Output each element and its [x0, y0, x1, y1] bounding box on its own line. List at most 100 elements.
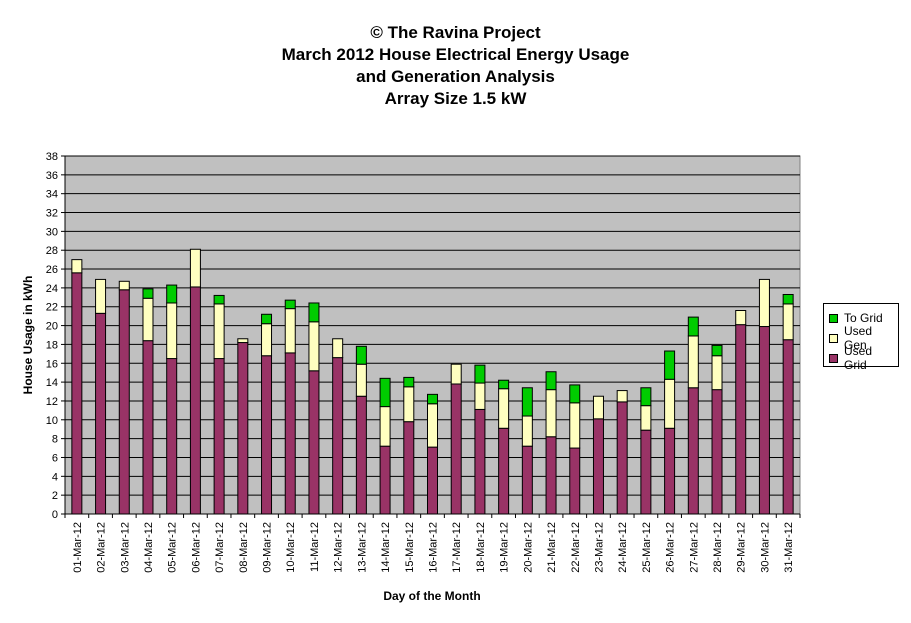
bar-used-gen: [332, 338, 344, 359]
bar-used-grid: [142, 340, 154, 515]
legend-swatch: [829, 333, 838, 343]
x-tick-label: 22-Mar-12: [570, 522, 582, 573]
x-tick-label: 23-Mar-12: [593, 522, 605, 573]
bar-used-grid: [711, 389, 723, 515]
title-line-1: © The Ravina Project: [370, 23, 541, 42]
x-tick-label: 01-Mar-12: [72, 522, 84, 573]
x-tick-label: 13-Mar-12: [356, 522, 368, 573]
x-tick-label: 16-Mar-12: [428, 522, 440, 573]
legend-label: Used Gen: [844, 324, 873, 352]
y-axis-label: House Usage in kWh: [21, 276, 35, 395]
x-tick-label: 14-Mar-12: [380, 522, 392, 573]
bar-used-gen: [640, 405, 652, 431]
bar-used-grid: [664, 427, 676, 515]
bar-used-grid: [521, 445, 533, 515]
bar-to-grid: [308, 302, 320, 323]
bar-to-grid: [569, 384, 581, 404]
y-tick-label: 10: [46, 415, 58, 427]
bar-used-grid: [95, 312, 107, 515]
bar-to-grid: [427, 393, 438, 405]
x-axis-label: Day of the Month: [383, 589, 480, 603]
y-tick-label: 16: [46, 358, 58, 370]
bar-used-gen: [545, 389, 557, 438]
x-tick-label: 08-Mar-12: [238, 522, 250, 573]
bar-to-grid: [403, 376, 415, 388]
bar-used-gen: [237, 338, 249, 344]
bar-used-grid: [308, 370, 320, 515]
bar-used-grid: [498, 427, 510, 515]
bar-to-grid: [166, 284, 178, 304]
x-tick-label: 11-Mar-12: [309, 522, 321, 572]
bar-used-gen: [498, 388, 510, 429]
bar-to-grid: [545, 371, 557, 391]
bar-used-grid: [735, 324, 747, 515]
chart-title: © The Ravina Project March 2012 House El…: [0, 22, 911, 110]
bar-used-grid: [687, 387, 699, 515]
bar-used-gen: [261, 323, 273, 357]
x-tick-label: 09-Mar-12: [262, 522, 274, 573]
bar-used-grid: [213, 358, 225, 515]
bar-used-grid: [237, 342, 249, 515]
bar-used-gen: [95, 278, 107, 314]
y-tick-label: 8: [52, 434, 58, 446]
bar-used-grid: [592, 418, 604, 515]
y-tick-label: 26: [46, 264, 58, 276]
bar-used-gen: [71, 259, 83, 274]
legend-item: To Grid: [824, 308, 898, 328]
bar-used-grid: [450, 383, 462, 515]
bar-to-grid: [498, 379, 510, 390]
x-tick-label: 15-Mar-12: [404, 522, 416, 573]
legend: To Grid Used Gen Used Grid: [823, 303, 899, 372]
legend-label: To Grid: [844, 311, 883, 325]
x-tick-label: 30-Mar-12: [759, 522, 771, 573]
bar-to-grid: [711, 344, 723, 357]
bar-used-gen: [355, 363, 367, 397]
y-tick-label: 2: [52, 490, 58, 502]
bar-used-grid: [379, 445, 391, 515]
y-tick-label: 24: [46, 283, 58, 295]
title-line-3: and Generation Analysis: [356, 67, 555, 86]
y-tick-label: 30: [46, 226, 58, 238]
bar-used-grid: [616, 401, 628, 515]
y-tick-label: 0: [52, 509, 58, 521]
bar-used-gen: [735, 310, 747, 326]
y-tick-label: 34: [46, 189, 58, 201]
bar-used-gen: [592, 395, 604, 420]
x-tick-label: 19-Mar-12: [499, 522, 511, 573]
y-tick-label: 38: [46, 151, 58, 163]
bar-used-gen: [403, 386, 415, 423]
bar-to-grid: [474, 364, 486, 384]
x-tick-label: 29-Mar-12: [736, 522, 748, 573]
bar-used-grid: [782, 339, 794, 515]
title-line-4: Array Size 1.5 kW: [384, 89, 527, 108]
bar-used-grid: [758, 326, 770, 515]
bar-used-grid: [427, 446, 438, 515]
bar-used-gen: [379, 406, 391, 447]
bar-used-grid: [189, 286, 201, 515]
x-tick-label: 06-Mar-12: [190, 522, 202, 573]
bar-used-gen: [664, 378, 676, 429]
bar-used-gen: [616, 390, 628, 403]
bars: [71, 248, 794, 515]
bar-used-gen: [758, 278, 770, 328]
y-tick-label: 22: [46, 302, 58, 314]
y-tick-label: 6: [52, 452, 58, 464]
legend-swatch: [829, 313, 838, 323]
bar-to-grid: [261, 313, 273, 325]
bar-to-grid: [687, 316, 699, 337]
bar-to-grid: [664, 350, 676, 380]
x-tick-label: 12-Mar-12: [333, 522, 345, 573]
x-tick-label: 17-Mar-12: [451, 522, 463, 573]
x-tick-label: 10-Mar-12: [285, 522, 297, 573]
bar-used-grid: [71, 272, 83, 515]
y-tick-label: 20: [46, 321, 58, 333]
bar-to-grid: [782, 293, 794, 305]
bar-used-grid: [569, 447, 581, 515]
x-tick-label: 18-Mar-12: [475, 522, 487, 573]
x-tick-label: 24-Mar-12: [617, 522, 629, 573]
title-line-2: March 2012 House Electrical Energy Usage: [281, 45, 630, 64]
y-tick-label: 28: [46, 245, 58, 257]
legend-label: Used Grid: [844, 344, 873, 372]
